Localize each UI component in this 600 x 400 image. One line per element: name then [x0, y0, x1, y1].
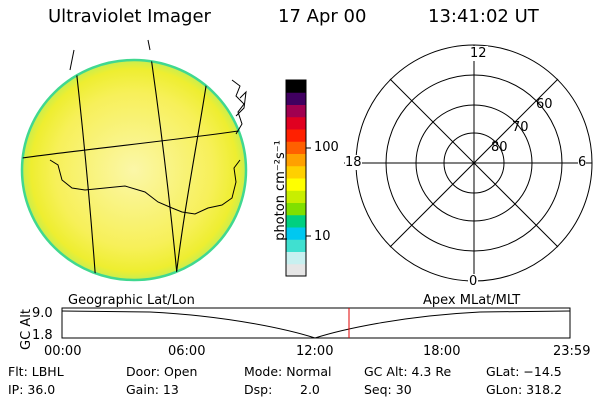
gain-status: Gain: 13: [126, 382, 179, 397]
dsp-key: Dsp:: [244, 382, 273, 397]
polar-label-80: 80: [491, 140, 508, 155]
timeline-tick-4: 23:59: [553, 344, 591, 359]
polar-label-18: 18: [345, 155, 362, 170]
polar-label-12: 12: [469, 46, 488, 61]
colorbar-tick-100: 100: [314, 140, 339, 155]
colorbar-frame: [285, 79, 307, 277]
colorbar-swatch: [286, 116, 306, 130]
polar-diagonal-2: [389, 78, 559, 248]
colorbar-swatch: [286, 227, 306, 240]
polar-label-0: 0: [468, 274, 479, 289]
polar-label-60: 60: [536, 97, 553, 112]
altitude-curve: [61, 310, 571, 339]
timeline-frame: [61, 307, 571, 339]
polar-label-6: 6: [578, 155, 587, 170]
timeline-tick-2: 12:00: [296, 344, 334, 359]
geographic-grid: [22, 60, 246, 280]
observation-time: 13:41:02 UT: [428, 6, 539, 27]
timeline-tick-3: 18:00: [423, 344, 461, 359]
colorbar-swatch: [286, 263, 306, 277]
timeline-y-max: 9.0: [32, 306, 53, 321]
colorbar-swatch: [286, 92, 306, 105]
colorbar-swatch: [286, 141, 306, 154]
colorbar-swatch: [286, 239, 306, 252]
colorbar-tick-10: 10: [314, 229, 331, 244]
timeline-y-min: 1.8: [32, 328, 53, 343]
colorbar-swatch: [286, 153, 306, 167]
filter-status: Flt: LBHL: [8, 364, 64, 379]
timeline-tick-0: 00:00: [44, 344, 82, 359]
door-status: Door: Open: [126, 364, 198, 379]
colorbar-swatch: [286, 104, 306, 118]
timeline-left-title: Geographic Lat/Lon: [68, 293, 195, 308]
glat-status: GLat: −14.5: [486, 364, 562, 379]
colorbar-swatch: [286, 214, 306, 228]
timeline-tick-1: 06:00: [168, 344, 206, 359]
ip-status: IP: 36.0: [8, 382, 56, 397]
mode-status: Mode: Normal: [244, 364, 332, 379]
instrument-title: Ultraviolet Imager: [48, 6, 211, 27]
colorbar-swatch: [286, 165, 306, 179]
observation-date: 17 Apr 00: [278, 6, 367, 27]
colorbar-swatch: [286, 80, 306, 93]
dsp-value: 2.0: [300, 382, 320, 397]
seq-status: Seq: 30: [364, 382, 412, 397]
colorbar-swatch: [286, 202, 306, 216]
colorbar-swatch: [286, 251, 306, 265]
gc-alt-status: GC Alt: 4.3 Re: [364, 364, 452, 379]
earth-disk: [20, 58, 248, 282]
colorbar-swatch: [286, 178, 306, 191]
timeline-right-title: Apex MLat/MLT: [423, 293, 521, 308]
colorbar-swatch: [286, 190, 306, 203]
colorbar-swatch: [286, 129, 306, 142]
glon-status: GLon: 318.2: [486, 382, 562, 397]
polar-label-70: 70: [512, 120, 529, 135]
